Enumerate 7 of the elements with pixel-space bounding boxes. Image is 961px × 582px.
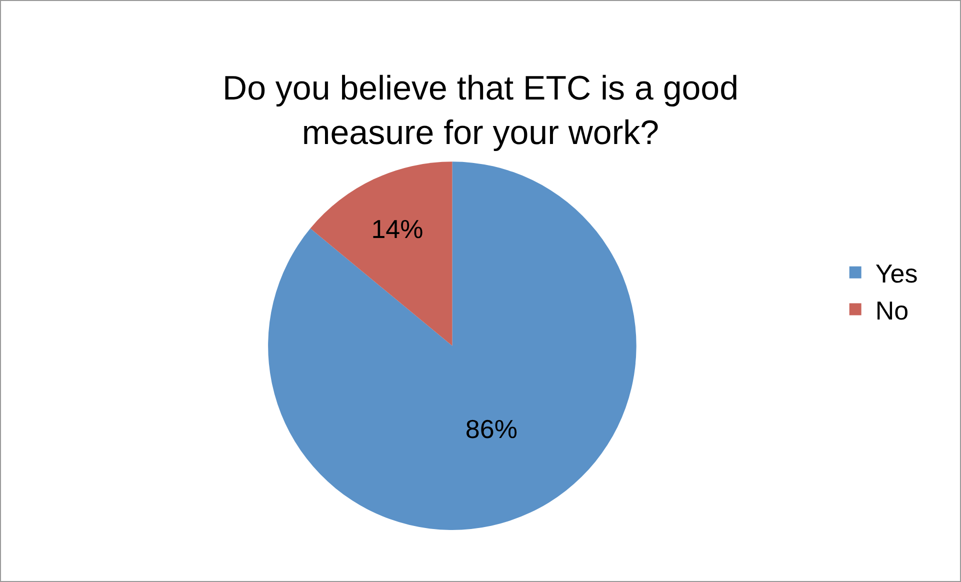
pie-slice bbox=[310, 162, 452, 346]
chart-title: Do you believe that ETC is a good measure for your work? bbox=[222, 70, 738, 152]
data-label: 86% bbox=[465, 414, 518, 444]
pie-slice bbox=[268, 162, 636, 530]
data-label: 14% bbox=[371, 214, 424, 244]
legend-label: No bbox=[875, 295, 909, 326]
legend-label: Yes bbox=[875, 258, 918, 289]
